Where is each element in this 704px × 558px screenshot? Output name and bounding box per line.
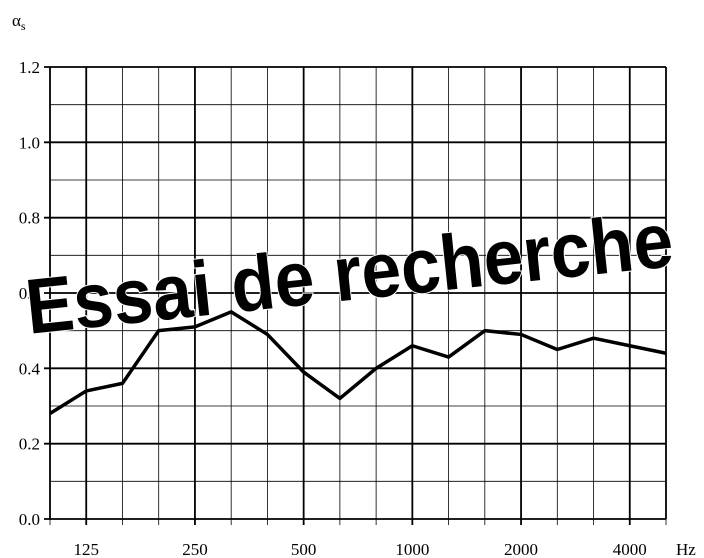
x-tick-label: 2000 [504,540,538,558]
y-tick-label: 0.8 [19,209,40,228]
data-line [49,310,667,416]
y-tick-label: 1.2 [19,58,40,77]
x-tick-label: 250 [182,540,208,558]
y-tick-label: 0.6 [19,284,40,303]
watermark: Essai de recherche [21,195,677,350]
x-tick-label: 125 [73,540,99,558]
x-axis-label: Hz [676,540,696,558]
y-tick-label: 1.0 [19,133,40,152]
x-tick-label: 500 [291,540,317,558]
y-tick-label: 0.2 [19,435,40,454]
x-tick-label: 4000 [613,540,647,558]
x-tick-label: 1000 [395,540,429,558]
y-tick-label: 0.4 [19,359,41,378]
y-tick-label: 0.0 [19,510,40,529]
y-axis-label: αs [12,11,26,33]
